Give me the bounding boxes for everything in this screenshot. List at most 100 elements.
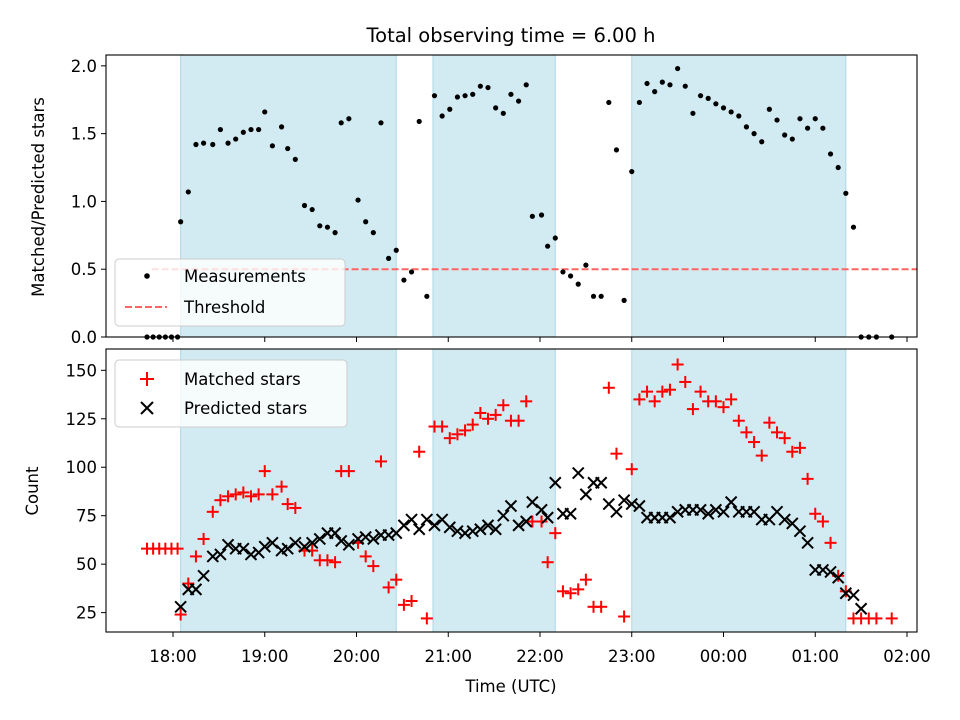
predicted-star-point [474,523,487,536]
matched-star-point [321,554,334,567]
y-tick-label: 1.0 [71,192,97,211]
measurement-point [439,113,445,119]
predicted-star-point [214,548,227,561]
measurement-point [346,116,352,122]
measurement-point [812,116,818,122]
matched-star-point [171,542,184,555]
measurement-point [309,206,315,213]
x-tick-label: 18:00 [149,647,197,666]
predicted-star-point [458,526,472,540]
measurement-point [789,136,795,142]
matched-star-point [732,414,745,427]
count-panel-frame [105,348,918,633]
matched-star-point [443,432,456,445]
measurement-point [278,124,285,130]
predicted-star-point [305,536,319,550]
predicted-star-point [258,540,271,553]
count-y-ticks: 25 50 75 100 125 150 [66,361,106,623]
measurement-point [225,140,231,146]
measurement-point [766,106,772,112]
measurement-point [178,219,184,225]
ratio-panel: 0.00.51.01.52.0 Matched/Predicted stars … [29,54,918,347]
x-tick-label: 02:00 [883,647,931,666]
x-tick-label: 23:00 [608,647,656,666]
ratio-panel-frame [105,54,918,338]
matched-star-point [182,577,195,590]
measurement-point [262,109,268,115]
measurement-point [301,202,308,209]
matched-star-point [679,375,692,388]
predicted-star-point [504,499,518,513]
measurement-point [324,224,331,230]
matched-star-point [740,426,753,439]
measurement-point [720,105,727,111]
count-legend-box [114,359,348,428]
matched-star-point [778,432,791,445]
count-x-ticks: 18:00 19:00 20:00 21:00 22:00 23:00 00:00 01:00… [149,632,931,666]
measurement-point [401,277,407,283]
measurement-point [269,143,275,149]
y-tick-label: 2.0 [71,57,97,76]
y-tick-label: 0.5 [71,260,97,279]
predicted-star-point [526,495,539,509]
matched-star-point [824,536,837,549]
x-tick-label: 00:00 [700,647,748,666]
y-tick-label: 25 [76,604,97,623]
measurement-point [500,110,506,116]
measurement-point [652,89,658,95]
predicted-star-point [831,571,845,584]
predicted-star-point [824,565,837,579]
y-tick-label: 1.5 [71,125,97,144]
measurement-point [370,230,376,236]
measurement-point [590,293,597,299]
measurement-point [690,110,696,116]
ratio-x-ticks [172,337,908,342]
predicted-star-point [221,538,235,551]
predicted-star-point [174,600,187,614]
measurement-point [560,269,566,275]
predicted-star-point [535,503,548,517]
measurement-point [393,247,399,253]
matched-star-point [809,507,822,520]
predicted-star-point [428,519,441,532]
measurement-point [835,164,841,171]
x-tick-label: 21:00 [424,647,472,666]
matched-star-point [289,501,302,514]
matched-star-point [497,399,510,412]
predicted-star-point [633,499,646,513]
measurement-point [285,145,291,152]
predicted-star-point [328,526,342,540]
y-tick-label: 0.0 [71,328,97,347]
measurement-point [508,91,514,97]
matched-star-point [342,465,355,478]
matched-star-point [755,449,768,462]
predicted-star-point [237,542,250,555]
measurement-point [493,105,499,111]
matched-star-point [459,424,472,437]
matched-star-point [610,447,623,460]
matched-star-point [229,488,242,501]
matched-star-point [474,406,487,419]
x-tick-label: 20:00 [333,647,381,666]
x-axis-label: Time (UTC) [464,677,556,696]
matched-star-point [763,416,776,429]
measurement-point [477,83,483,89]
matched-star-point [801,472,814,485]
matched-star-point [266,488,279,501]
ratio-y-ticks: 0.0 0.5 1.0 1.5 2.0 [71,57,106,347]
matched-star-point [214,494,227,507]
predicted-star-point [778,513,791,526]
matched-star-point [359,550,372,563]
x-tick-label: 22:00 [516,647,564,666]
predicted-star-point [564,507,577,520]
matched-star-point [618,610,631,623]
measurement-point [575,281,581,287]
measurement-point [292,156,298,162]
measurement-point [470,91,476,97]
measurement-point [567,273,574,279]
matched-star-point [671,358,684,371]
y-tick-label: 150 [66,361,98,380]
predicted-star-point [816,563,830,577]
measurement-point [667,82,673,88]
matched-star-point [420,612,433,625]
